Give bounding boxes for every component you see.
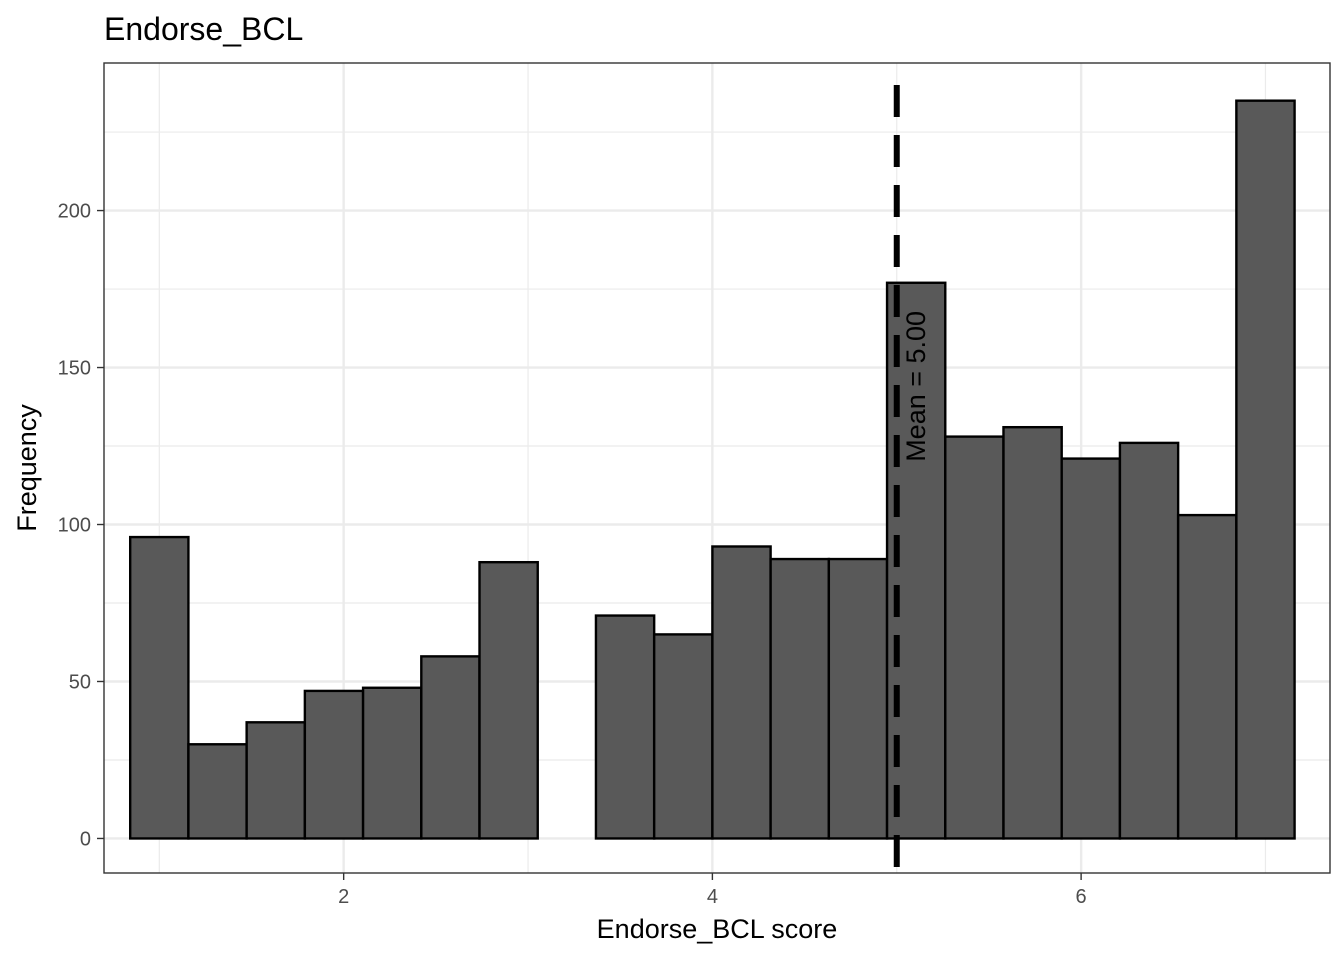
histogram-bar xyxy=(827,557,889,840)
x-tick-label: 6 xyxy=(1076,886,1087,908)
y-tick-label: 150 xyxy=(58,358,91,380)
histogram-bar xyxy=(711,545,772,840)
histogram-bar xyxy=(1235,99,1296,840)
histogram-bar xyxy=(128,535,190,840)
histogram-bar xyxy=(478,560,539,840)
histogram-bar xyxy=(769,557,831,840)
mean-line-group: Mean = 5.00 xyxy=(893,85,931,873)
histogram-bar xyxy=(1118,441,1180,840)
histogram-bar xyxy=(303,689,365,840)
panel-border xyxy=(103,62,1331,874)
histogram-bar xyxy=(187,743,248,840)
x-axis: 2 4 6 xyxy=(338,873,1087,908)
histogram-bar xyxy=(594,614,656,840)
y-tick-label: 200 xyxy=(58,201,91,223)
histogram-bars xyxy=(128,99,1296,840)
histogram-bar xyxy=(944,435,1005,840)
histogram-bar xyxy=(245,721,307,840)
mean-label: Mean = 5.00 xyxy=(901,311,931,462)
y-tick-label: 0 xyxy=(80,828,91,850)
histogram-bar xyxy=(1060,457,1122,840)
y-tick-label: 100 xyxy=(58,515,91,537)
x-axis-title: Endorse_BCL score xyxy=(597,914,838,944)
x-tick-label: 2 xyxy=(338,886,349,908)
y-tick-label: 50 xyxy=(69,671,91,693)
y-axis: 0 50 100 150 200 xyxy=(58,201,104,850)
histogram-bar xyxy=(1176,513,1238,840)
y-axis-title: Frequency xyxy=(12,404,42,532)
histogram-bar xyxy=(652,633,714,840)
histogram-bar xyxy=(361,686,423,840)
histogram-bar xyxy=(420,655,481,840)
histogram-bar xyxy=(1002,425,1063,840)
x-tick-label: 4 xyxy=(707,886,718,908)
chart-title: Endorse_BCL xyxy=(104,11,303,47)
